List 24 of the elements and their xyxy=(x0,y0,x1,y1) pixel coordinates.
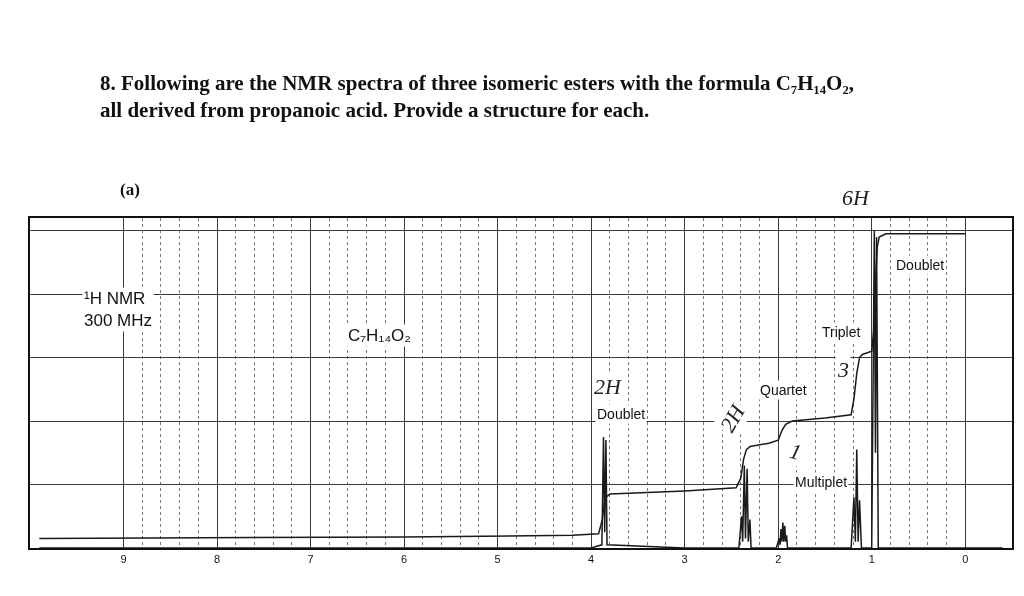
annotation: 1 xyxy=(786,437,804,465)
x-tick-label: 6 xyxy=(401,553,408,566)
annotation: Quartet xyxy=(760,382,807,398)
x-tick-label: 3 xyxy=(681,553,688,566)
x-tick-label: 2 xyxy=(775,553,782,566)
x-tick-label: 4 xyxy=(588,553,595,566)
x-tick-label: 7 xyxy=(307,553,314,566)
annotation: ¹H NMR 300 MHz xyxy=(84,289,153,331)
annotation: 2H xyxy=(594,374,622,399)
chart-title: 8. Following are the NMR spectra of three isomeric esters with the formula C₇H₁₄O₂, all derived from propanoic acid. Provide a structure for each. xyxy=(100,71,854,123)
text: 6H xyxy=(842,185,870,210)
x-tick-label: 9 xyxy=(120,553,127,566)
annotation: Triplet xyxy=(822,324,861,340)
chart-subtitle: (a) xyxy=(120,180,140,199)
x-tick-label: 5 xyxy=(494,553,501,566)
annotation: 3 xyxy=(837,357,849,382)
x-tick-label: 0 xyxy=(962,553,969,566)
annotation: Doublet xyxy=(597,406,646,422)
annotation: Doublet xyxy=(896,257,945,273)
annotation: Multiplet xyxy=(795,474,848,490)
annotation: C₇H₁₄O₂ xyxy=(348,326,411,345)
x-tick-label: 8 xyxy=(213,553,221,566)
x-tick-label: 1 xyxy=(868,553,875,566)
annotation: 2H xyxy=(714,399,751,437)
